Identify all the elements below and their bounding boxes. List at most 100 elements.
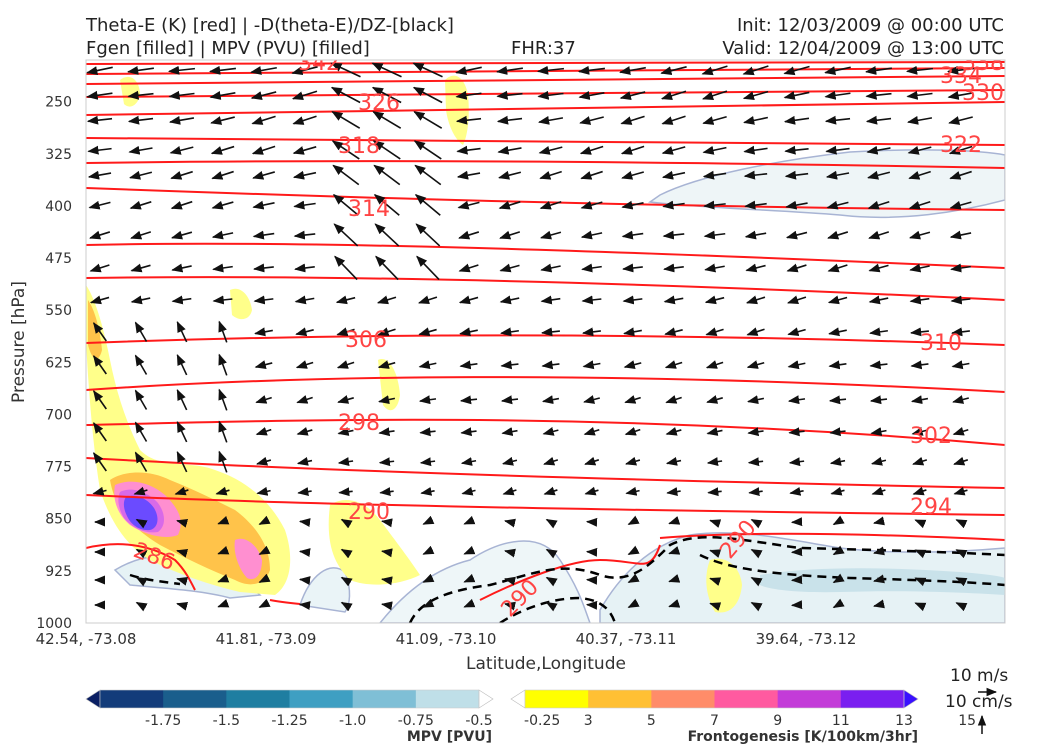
wind-vector [783, 115, 810, 125]
wind-vector [340, 548, 353, 559]
wind-vector [176, 421, 188, 443]
wind-vector [455, 115, 482, 125]
wind-vector [291, 90, 318, 101]
wind-vector [456, 170, 481, 180]
wind-vector [947, 91, 974, 100]
wind-vector [256, 486, 271, 496]
wind-vector [422, 515, 435, 525]
wind-vector [701, 65, 728, 76]
colorbar-swatch [525, 690, 589, 708]
wind-vector [706, 457, 723, 467]
wind-vector [252, 230, 275, 240]
x-tick-label: 41.09, -73.10 [396, 630, 497, 648]
colorbar-swatch [352, 690, 417, 708]
wind-vector [463, 573, 476, 583]
wind-vector [702, 170, 727, 180]
wind-vector [128, 145, 153, 155]
wind-vector [668, 599, 681, 608]
wind-vector [824, 90, 851, 100]
wind-vector [539, 170, 562, 180]
wind-vector [584, 486, 599, 496]
wind-vector [662, 230, 685, 240]
wind-vector [135, 518, 148, 529]
stability-contours [129, 536, 1005, 623]
y-tick-label: 550 [45, 303, 72, 319]
wind-vector [788, 427, 805, 437]
wind-vector [89, 230, 111, 240]
wind-vector [832, 598, 845, 609]
wind-vector [539, 200, 562, 210]
wind-vector [93, 390, 107, 410]
theta-e-contour [86, 543, 196, 591]
wind-vector [825, 145, 850, 155]
wind-vector [545, 518, 558, 529]
colorbar-swatch [588, 690, 652, 708]
wind-vector [372, 111, 402, 129]
wind-vector [870, 427, 887, 436]
theta-e-label: 294 [910, 495, 952, 520]
wind-vector [621, 170, 644, 180]
wind-vector [250, 66, 277, 75]
wind-vector [668, 546, 681, 555]
y-axis-label: Pressure [hPa] [9, 281, 29, 403]
wind-vector [743, 170, 768, 180]
wind-vector [743, 145, 768, 155]
wind-vector [296, 427, 313, 436]
wind-vector [787, 395, 806, 405]
wind-vector [665, 395, 682, 404]
wind-vector [250, 91, 277, 100]
wind-vector [414, 193, 441, 216]
wind-vector [585, 547, 598, 557]
wind-vector [543, 486, 558, 496]
wind-vector [499, 230, 521, 240]
wind-vector [217, 599, 230, 608]
colorbar-tick-label: 9 [773, 713, 782, 729]
wind-vector [914, 577, 927, 587]
wind-vector [379, 487, 394, 497]
wind-vector [500, 395, 519, 405]
wind-vector [703, 230, 726, 240]
wind-vector [661, 170, 686, 180]
wind-vector [786, 263, 807, 273]
wind-vector [86, 115, 113, 125]
wind-vector [336, 327, 355, 336]
wind-vector [951, 360, 970, 370]
wind-vector [212, 295, 233, 305]
wind-vector [827, 263, 848, 273]
wind-vector [625, 486, 640, 496]
wind-vector [583, 426, 600, 436]
wind-vector [504, 576, 516, 586]
wind-vector [873, 599, 885, 609]
wind-vector [499, 263, 520, 273]
colorbar-swatch [163, 690, 227, 708]
wind-vector [255, 395, 272, 404]
wind-vector [412, 86, 443, 104]
wind-vector [496, 115, 523, 125]
wind-vector [252, 170, 275, 180]
wind-vector [134, 451, 148, 472]
wind-legend-horizontal: 10 m/s [950, 666, 1008, 686]
wind-vector [540, 295, 561, 305]
wind-vector [537, 90, 564, 100]
wind-vector [706, 427, 723, 436]
wind-vector [292, 115, 317, 125]
wind-vector [619, 91, 646, 100]
wind-vector [176, 451, 188, 473]
wind-vector [908, 170, 931, 180]
wind-vector [661, 115, 686, 125]
fgen-region-right [706, 558, 742, 613]
wind-vector [577, 65, 606, 75]
wind-vector [955, 549, 968, 559]
wind-vector [746, 360, 765, 369]
wind-vector [746, 327, 765, 336]
wind-vector [501, 427, 518, 436]
plot-area: 342 338 334 330 326 322 318 314 310 306 … [86, 51, 1005, 623]
y-tick-label: 250 [45, 95, 72, 111]
wind-vector [745, 263, 766, 273]
wind-vector [828, 360, 847, 370]
x-tick-label: 40.37, -73.11 [576, 630, 677, 648]
wind-vector [168, 115, 195, 125]
colorbar-swatch [714, 690, 779, 708]
theta-e-label: 342 [298, 51, 340, 76]
wind-vector [378, 395, 396, 404]
